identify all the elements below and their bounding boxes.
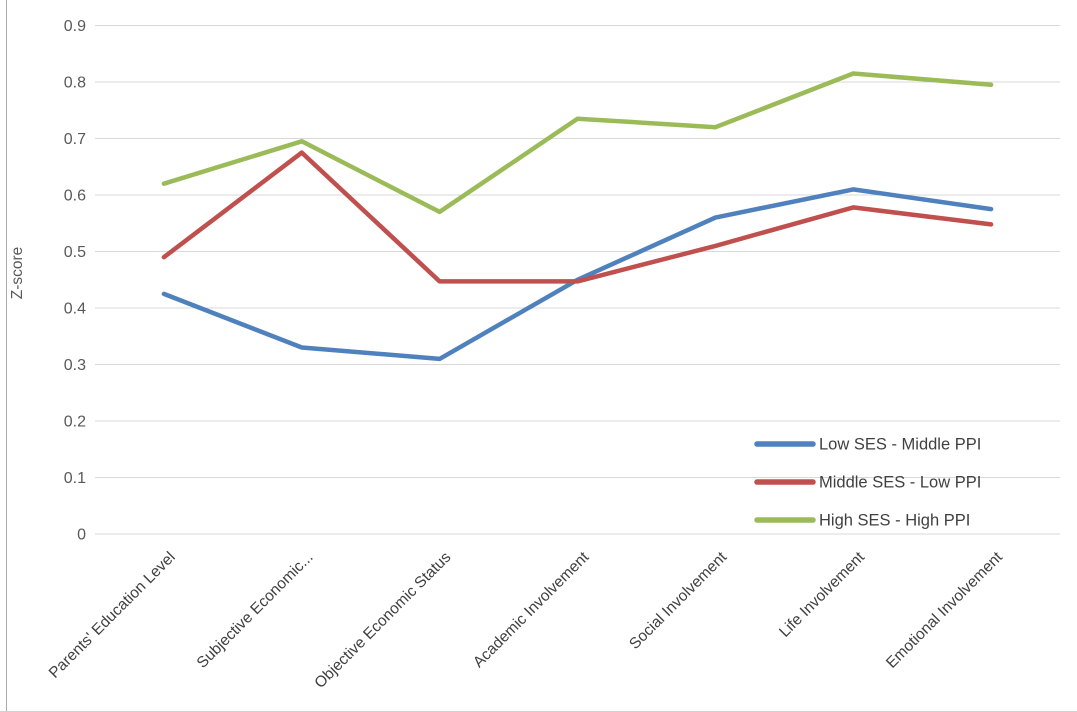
legend-item: High SES - High PPI	[754, 512, 970, 530]
y-tick-label: 0.2	[64, 414, 86, 431]
y-tick-label: 0	[77, 527, 86, 544]
y-tick-label: 0.5	[64, 244, 86, 261]
y-tick-label: 0.4	[64, 301, 86, 318]
legend-item: Low SES - Middle PPI	[754, 436, 981, 454]
y-tick-label: 0.6	[64, 188, 86, 205]
x-axis-label: Parents' Education Level	[46, 549, 179, 682]
chart-left-border	[6, 0, 7, 712]
x-axis-label: Subjective Economic...	[194, 549, 317, 672]
series-lines	[161, 71, 994, 362]
y-tick-label: 0.8	[64, 75, 86, 92]
x-axis-label: Life Involvement	[776, 548, 868, 640]
x-axis-labels: Parents' Education Level Subjective Econo…	[46, 548, 1007, 691]
x-axis-label: Objective Economic Status	[311, 549, 454, 692]
legend: Low SES - Middle PPI Middle SES - Low PPI…	[754, 436, 981, 530]
y-axis-title: Z-score	[9, 247, 26, 300]
y-tick-label: 0.3	[64, 357, 86, 374]
y-axis-tick-labels: 0 0.1 0.2 0.3 0.4 0.5 0.6 0.7 0.8 0.9	[64, 18, 86, 544]
y-tick-label: 0.9	[64, 18, 86, 35]
x-axis-label: Social Involvement	[626, 548, 731, 653]
legend-item: Middle SES - Low PPI	[754, 474, 981, 492]
x-axis-label: Emotional Involvement	[883, 548, 1006, 671]
legend-label: Middle SES - Low PPI	[819, 474, 981, 492]
series-line-low-ses-middle-ppi	[161, 187, 994, 362]
gridlines	[95, 25, 1060, 535]
series-line-middle-ses-low-ppi	[161, 150, 994, 284]
y-tick-label: 0.7	[64, 131, 86, 148]
legend-label: High SES - High PPI	[819, 512, 970, 530]
y-tick-label: 0.1	[64, 470, 86, 487]
legend-label: Low SES - Middle PPI	[819, 436, 981, 454]
x-axis-label: Academic Involvement	[470, 548, 593, 671]
series-line-high-ses-high-ppi	[161, 71, 994, 215]
